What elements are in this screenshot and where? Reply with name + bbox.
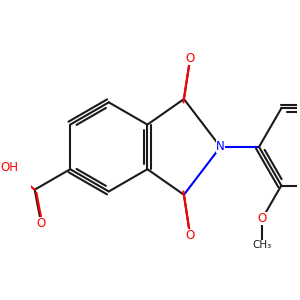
Text: O: O [185, 52, 195, 65]
Text: N: N [216, 140, 225, 153]
Text: O: O [258, 212, 267, 225]
Text: O: O [185, 229, 195, 242]
Text: O: O [37, 217, 46, 230]
Text: OH: OH [0, 161, 18, 174]
Text: CH₃: CH₃ [253, 240, 272, 250]
